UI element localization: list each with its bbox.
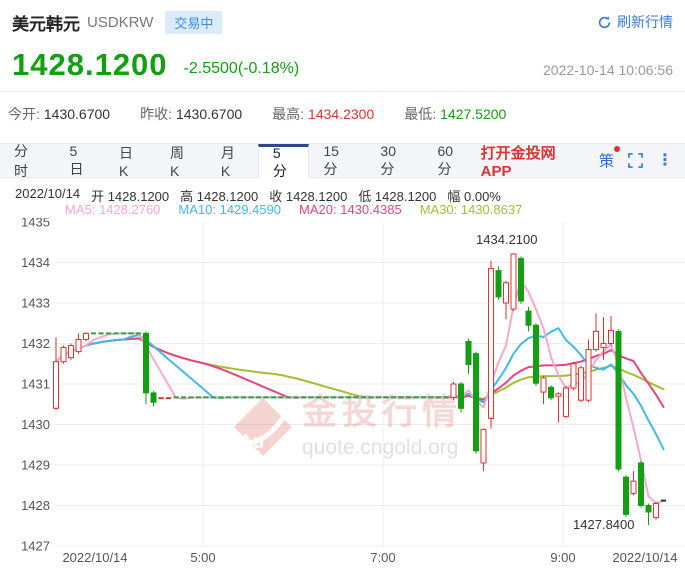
price-annotations: 1434.2100 1427.8400 (476, 232, 634, 532)
y-axis-label: 1427 (21, 539, 50, 554)
last-price: 1428.1200 (12, 47, 168, 82)
y-axis-label: 1433 (21, 296, 50, 311)
strategy-button[interactable]: 策 (598, 146, 620, 171)
status-badge: 交易中 (165, 10, 223, 34)
tab-minute[interactable]: 分时 (14, 142, 28, 179)
stat-label: 昨收: (140, 106, 172, 122)
watermark-logo: Au (239, 432, 264, 453)
stat-item-0: 今开: 1430.6700 (8, 104, 110, 124)
tab-daily-k[interactable]: 日K (118, 144, 133, 179)
daily-stats-row: 今开: 1430.6700 昨收: 1430.6700 最高: 1434.2300 最低: 1… (8, 103, 506, 125)
fullscreen-button[interactable] (628, 153, 643, 168)
watermark-url: quote.cngold.org (302, 436, 458, 459)
ohlc-field-4: 幅 0.00% (447, 189, 501, 204)
annotation-above: 1434.2100 (476, 232, 537, 247)
ma-value-2: MA20: 1430.4385 (299, 202, 402, 217)
ohlc-field-2: 收 1428.1200 (269, 189, 348, 204)
stat-value: 1430.6700 (175, 106, 243, 122)
notification-dot (614, 146, 620, 152)
quote-timestamp: 2022-10-14 10:06:56 (543, 62, 673, 78)
y-axis-label: 1428 (21, 498, 50, 513)
x-axis-label: 2022/10/14 (612, 550, 677, 565)
ohlc-date: 2022/10/14 (15, 186, 81, 201)
candles-layer (53, 253, 667, 525)
tab-60min[interactable]: 60分 (437, 142, 454, 177)
ma-value-3: MA30: 1430.8637 (419, 202, 523, 217)
y-axis-label: 1431 (21, 377, 50, 392)
ma-values-bar: MA5: 1428.2760 MA10: 1429.4590 MA20: 1430.… (65, 202, 522, 217)
page-title: 美元韩元 (12, 14, 80, 34)
stat-label: 最低: (404, 106, 437, 122)
ma-value-1: MA10: 1429.4590 (178, 202, 282, 217)
annotation-below: 1427.8400 (573, 517, 634, 532)
y-axis-label: 1434 (21, 255, 50, 270)
ohlc-field-1: 高 1428.1200 (180, 189, 259, 204)
stat-label: 今开: (8, 106, 40, 122)
chart-grid: 1435 1434 1433 1432 1431 1430 1429 1428 1427 2022… (21, 215, 685, 565)
x-axis-label: 9:00 (550, 550, 575, 565)
stat-label: 最高: (272, 106, 305, 122)
stat-item-3: 最低: 1427.5200 (404, 104, 506, 124)
y-axis-label: 1429 (21, 458, 50, 473)
x-axis-label: 5:00 (190, 550, 215, 565)
symbol-code: USDKRW (87, 13, 154, 31)
tab-5min[interactable]: 5分 (257, 144, 310, 179)
refresh-icon (598, 15, 611, 28)
ma-value-0: MA5: 1428.2760 (65, 202, 161, 217)
refresh-button[interactable]: 刷新行情 (597, 12, 673, 32)
refresh-label: 刷新行情 (617, 14, 673, 30)
tab-15min[interactable]: 15分 (323, 142, 339, 177)
tab-week-k[interactable]: 周K (169, 144, 184, 179)
candlestick-chart[interactable]: 1435 1434 1433 1432 1431 1430 1429 1428 1427 2022… (0, 215, 685, 568)
watermark-brand: 金投行情 (301, 392, 462, 432)
x-axis-label: 2022/10/14 (62, 550, 127, 565)
fullscreen-icon (628, 153, 643, 168)
chart-canvas[interactable]: 1435 1434 1433 1432 1431 1430 1429 1428 1427 2022… (0, 215, 685, 568)
y-axis-label: 1430 (21, 417, 50, 432)
watermark: Au 金投行情 quote.cngold.org (234, 392, 462, 459)
stat-value: 1434.2300 (308, 106, 375, 122)
y-axis-label: 1432 (21, 336, 50, 351)
tab-bar: 分时 5日 日K 周K 月K 5分 15分 30分 60分 打开金投网APP 策 ⋮ (0, 142, 685, 180)
x-axis-label: 7:00 (370, 550, 395, 565)
more-menu-button[interactable]: ⋮ (657, 151, 673, 169)
ohlc-field-0: 开 1428.1200 (91, 189, 170, 204)
ohlc-field-3: 低 1428.1200 (358, 189, 437, 204)
ohlc-info-bar: 2022/10/14 开 1428.1200 高 1428.1200 收 1428.1… (15, 186, 501, 204)
price-change: -2.5500(-0.18%) (183, 60, 300, 77)
ma-lines (55, 279, 665, 505)
stat-item-2: 最高: 1434.2300 (272, 104, 374, 124)
open-app-link[interactable]: 打开金投网APP (480, 144, 556, 180)
period-tabs: 分时 5日 日K 周K 月K 5分 15分 30分 60分 (0, 142, 481, 179)
strategy-label: 策 (598, 153, 614, 170)
y-axis-label: 1435 (21, 218, 50, 230)
tab-month-k[interactable]: 月K (220, 144, 235, 179)
stat-item-1: 昨收: 1430.6700 (140, 104, 242, 124)
stat-value: 1430.6700 (43, 106, 111, 122)
stat-value: 1427.5200 (440, 106, 507, 122)
ma-line-5 (55, 279, 665, 505)
tab-5day[interactable]: 5日 (69, 142, 84, 177)
tab-30min[interactable]: 30分 (380, 142, 396, 177)
quote-header: 美元韩元 USDKRW 交易中 刷新行情 1428.1200 -2.5500(-… (0, 0, 685, 92)
